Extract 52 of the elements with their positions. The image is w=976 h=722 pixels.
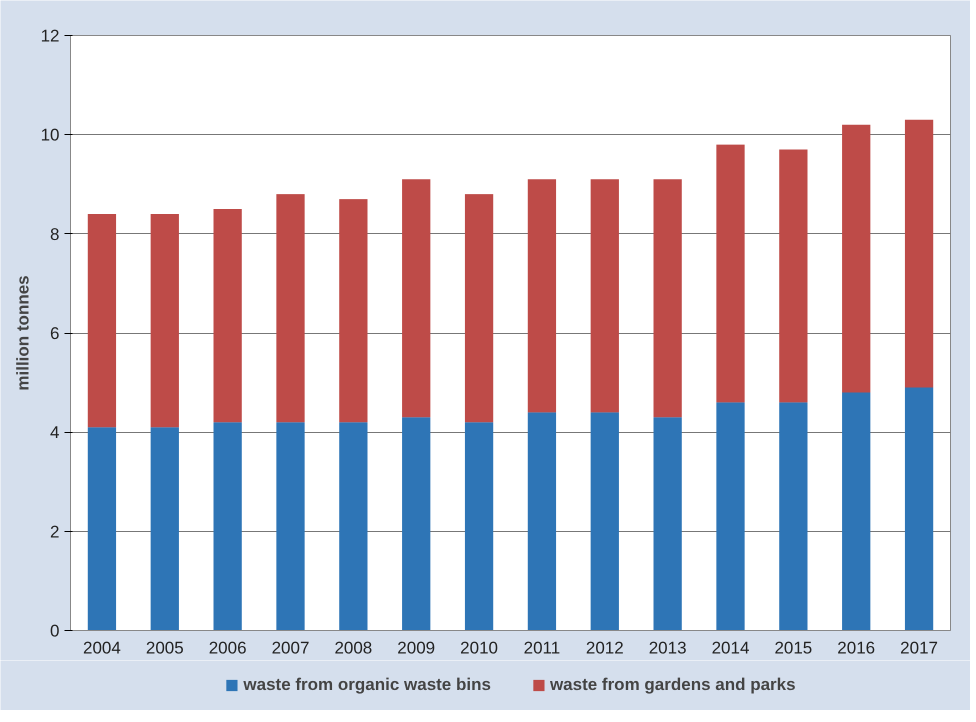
- legend-label: waste from organic waste bins: [243, 675, 491, 695]
- y-tick-label: 8: [50, 224, 60, 244]
- y-tick-label: 0: [50, 622, 60, 640]
- bar: [904, 388, 934, 630]
- x-tick-label: 2015: [774, 638, 812, 658]
- bar: [464, 194, 494, 422]
- x-tick-label: 2012: [586, 638, 624, 658]
- bar: [654, 179, 682, 418]
- y-tick-label: 12: [40, 26, 60, 46]
- x-tick-label: 2011: [524, 638, 560, 658]
- bar: [464, 422, 494, 630]
- bar: [904, 120, 934, 388]
- x-tick-label: 2006: [208, 638, 247, 658]
- x-tick-label: 2017: [900, 638, 938, 658]
- bar: [150, 214, 179, 428]
- bar: [716, 402, 745, 630]
- x-tick-label: 2008: [334, 638, 372, 658]
- bar: [590, 412, 619, 630]
- bar: [88, 427, 116, 630]
- bar: [276, 194, 305, 422]
- bar: [214, 422, 242, 630]
- x-tick-label: 2013: [648, 638, 687, 658]
- bar: [779, 402, 808, 630]
- bar: [528, 412, 556, 630]
- bar: [654, 417, 682, 630]
- x-tick-label: 2007: [272, 638, 310, 658]
- bar: [150, 427, 179, 630]
- bar: [339, 199, 368, 422]
- bar: [402, 417, 430, 630]
- bar: [590, 179, 619, 412]
- y-tick-label: 2: [50, 522, 60, 542]
- y-tick-label: 4: [50, 423, 60, 442]
- x-tick-label: 2010: [460, 638, 498, 658]
- bar: [842, 392, 870, 630]
- bar: [402, 179, 430, 418]
- bar: [528, 179, 556, 412]
- x-tick-label: 2005: [146, 638, 184, 658]
- bar: [88, 214, 116, 428]
- x-tick-label: 2004: [83, 638, 121, 658]
- y-tick-label: 10: [40, 126, 60, 145]
- bar: [842, 124, 870, 392]
- bar: [716, 144, 745, 402]
- y-tick-label: 6: [50, 324, 60, 343]
- bar: [779, 150, 808, 402]
- bar: [214, 209, 242, 422]
- x-tick-label: 2014: [712, 638, 750, 658]
- legend-label: waste from gardens and parks: [550, 675, 796, 695]
- x-tick-label: 2016: [837, 638, 876, 658]
- bar: [339, 422, 368, 630]
- y-axis-title: million tonnes: [14, 275, 33, 391]
- x-tick-label: 2009: [397, 638, 436, 658]
- bar: [276, 422, 305, 630]
